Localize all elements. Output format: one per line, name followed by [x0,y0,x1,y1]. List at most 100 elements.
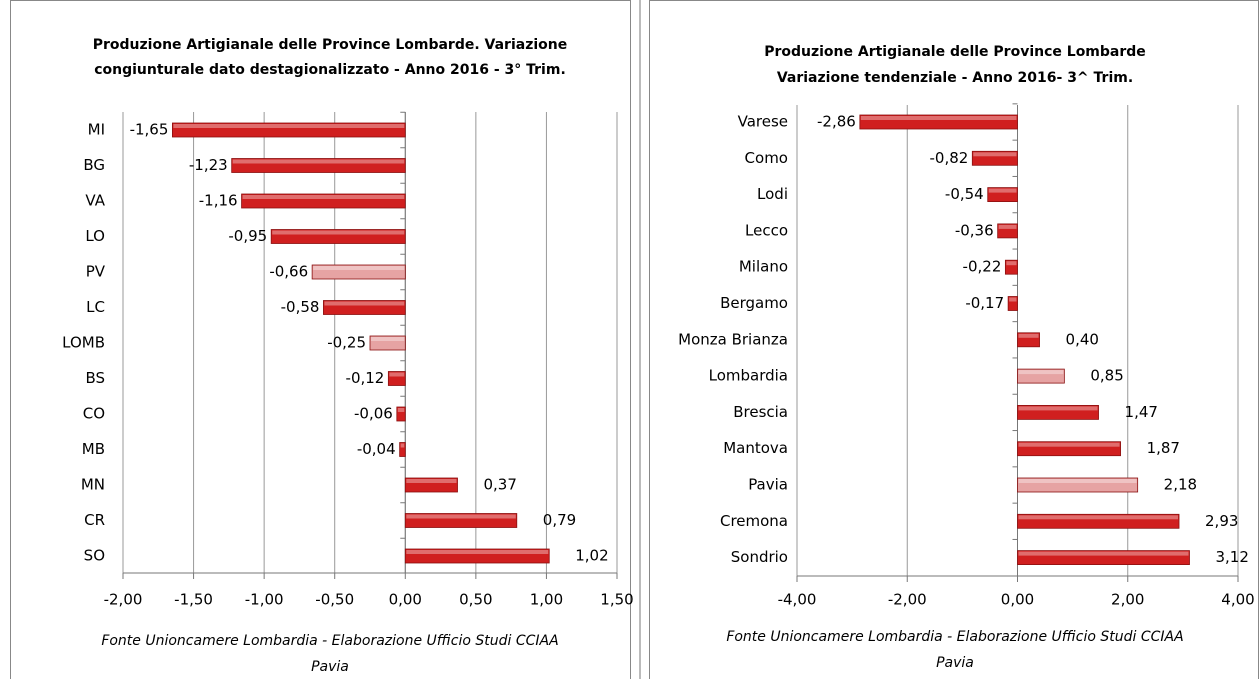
bar [404,477,458,493]
y-tick-label: MI [88,121,105,139]
value-label: -0,25 [327,334,366,352]
y-tick-label: Brescia [733,403,788,421]
chart-title: congiunturale dato destagionalizzato - A… [94,62,566,78]
x-tick-label: 1,50 [600,591,633,609]
bar-highlight [1018,370,1064,375]
bar-highlight [1018,406,1098,411]
source-note: Fonte Unioncamere Lombardia - Elaborazio… [101,633,558,649]
value-label: -0,66 [269,263,308,281]
bar [311,264,406,280]
bar-highlight [973,152,1017,157]
bar-highlight [860,116,1017,120]
bar-highlight [988,188,1017,193]
y-tick-label: CO [83,405,105,423]
bar-highlight [397,408,405,412]
value-label: 0,37 [484,476,517,494]
y-tick-label: BS [85,369,105,387]
bar [241,193,406,209]
chart-title: Produzione Artigianale delle Province Lo… [764,44,1146,60]
bar [1017,513,1180,529]
bar [1017,441,1121,457]
bar-highlight [1018,442,1120,447]
value-label: 2,93 [1205,512,1238,530]
x-tick-label: -0,50 [315,591,354,609]
bar-highlight [406,514,516,519]
bar [1017,404,1099,420]
y-tick-label: MB [82,440,105,458]
bar [1017,550,1190,565]
value-label: -1,23 [189,156,228,174]
bar-highlight [242,195,405,199]
y-tick-label: Varese [738,113,788,131]
y-tick-label: LOMB [62,334,105,352]
bar-highlight [998,224,1017,229]
value-label: -0,22 [963,258,1002,276]
y-tick-label: MN [81,476,105,494]
y-tick-label: Lombardia [709,367,788,385]
x-tick-label: 4,00 [1221,591,1254,609]
x-tick-label: 1,00 [530,591,563,609]
bar-highlight [324,301,405,306]
bar-highlight [1009,297,1017,302]
bar [404,513,518,528]
bar-highlight [389,372,405,377]
bar [1004,259,1018,275]
bar-highlight [232,159,405,164]
value-label: -0,36 [955,221,994,239]
value-label: -0,95 [228,227,267,245]
y-tick-label: Pavia [748,476,788,494]
chart-title: Produzione Artigianale delle Province Lo… [93,37,567,53]
y-tick-label: Cremona [720,512,788,530]
source-note: Pavia [311,659,349,675]
bar [971,150,1018,166]
x-tick-label: 0,50 [459,591,492,609]
bar-highlight [1018,333,1039,338]
value-label: -2,86 [817,113,856,131]
x-tick-label: 0,00 [389,591,422,609]
value-label: -0,06 [354,405,393,423]
x-tick-label: 0,00 [1001,591,1034,609]
bar [987,187,1018,203]
x-tick-label: -1,00 [245,591,284,609]
y-tick-label: Monza Brianza [678,330,788,348]
value-label: -1,65 [130,121,169,139]
bar [1017,368,1065,384]
bar [1007,296,1018,311]
bar-highlight [272,230,405,235]
bar [396,406,406,422]
value-label: 3,12 [1215,548,1248,566]
bar-highlight [313,266,405,270]
value-label: -0,04 [357,440,396,458]
bar [399,442,406,457]
bar-highlight [1006,261,1017,266]
value-label: -0,12 [346,369,385,387]
y-tick-label: SO [84,547,105,565]
y-tick-label: PV [86,263,106,281]
bar-highlight [1018,551,1189,556]
x-tick-label: -1,50 [174,591,213,609]
value-label: -0,54 [945,185,984,203]
y-tick-label: Milano [739,258,788,276]
y-tick-label: Mantova [723,439,788,457]
source-note: Pavia [936,655,974,671]
y-tick-label: Bergamo [720,294,788,312]
bar [270,229,406,244]
bar-highlight [406,550,549,554]
y-tick-label: Lodi [757,185,788,203]
x-tick-label: -2,00 [888,591,927,609]
bar-highlight [400,443,405,448]
y-tick-label: VA [85,192,105,210]
y-tick-label: LO [85,227,105,245]
bar [404,548,550,564]
bar [859,114,1018,130]
bar [171,122,406,138]
value-label: -0,82 [929,149,968,167]
y-tick-label: CR [84,511,105,529]
bar-highlight [1018,479,1137,483]
y-tick-label: Lecco [745,221,788,239]
y-tick-label: BG [83,156,105,174]
x-tick-label: 2,00 [1111,591,1144,609]
value-label: 0,79 [543,511,576,529]
value-label: 1,02 [575,547,608,565]
